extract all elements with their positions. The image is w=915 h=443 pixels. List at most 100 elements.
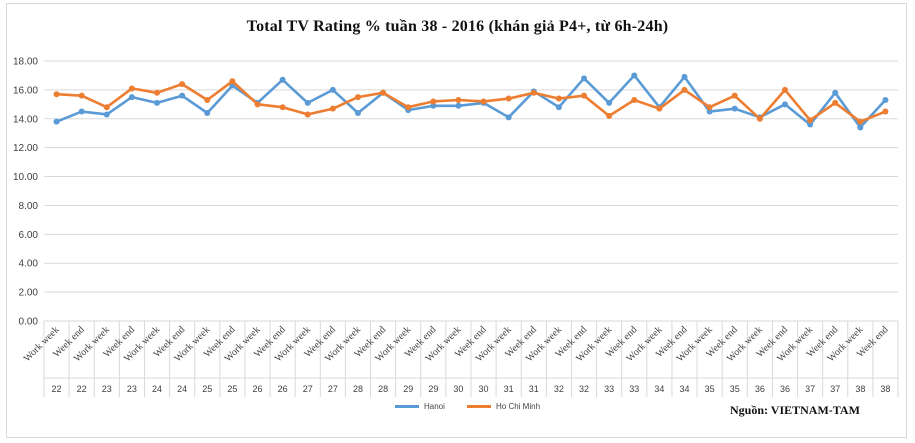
x-week-label: 26 bbox=[278, 384, 288, 394]
data-point bbox=[832, 99, 839, 106]
data-point bbox=[882, 108, 889, 115]
data-point bbox=[530, 89, 537, 96]
data-point bbox=[581, 92, 588, 99]
x-week-label: 34 bbox=[654, 384, 664, 394]
x-week-label: 34 bbox=[679, 384, 689, 394]
data-point bbox=[505, 95, 512, 102]
x-week-label: 33 bbox=[629, 384, 639, 394]
data-point bbox=[53, 91, 60, 98]
data-point bbox=[329, 105, 336, 112]
x-week-label: 37 bbox=[830, 384, 840, 394]
series-line-hanoi bbox=[56, 74, 887, 129]
x-week-label: 38 bbox=[880, 384, 890, 394]
data-point bbox=[731, 105, 738, 112]
data-point bbox=[455, 102, 462, 109]
data-point bbox=[606, 112, 613, 119]
legend-swatch-hanoi bbox=[395, 405, 419, 409]
data-point bbox=[254, 101, 261, 108]
y-tick-label: 12.00 bbox=[13, 143, 38, 154]
data-point bbox=[128, 85, 135, 92]
x-week-label: 22 bbox=[52, 384, 62, 394]
x-week-label: 26 bbox=[252, 384, 262, 394]
data-point bbox=[179, 92, 186, 99]
x-week-label: 32 bbox=[579, 384, 589, 394]
data-point bbox=[154, 99, 161, 106]
data-point bbox=[781, 86, 788, 93]
data-point bbox=[656, 105, 663, 112]
x-week-label: 22 bbox=[77, 384, 87, 394]
data-point bbox=[681, 86, 688, 93]
data-point bbox=[430, 102, 437, 109]
chart-title: Total TV Rating % tuần 38 - 2016 (khán g… bbox=[246, 18, 669, 35]
x-week-label: 27 bbox=[303, 384, 313, 394]
data-point bbox=[405, 104, 412, 111]
x-week-label: 28 bbox=[378, 384, 388, 394]
data-point bbox=[480, 98, 487, 105]
data-point bbox=[430, 98, 437, 105]
y-tick-label: 8.00 bbox=[19, 201, 39, 212]
data-point bbox=[706, 108, 713, 115]
data-point bbox=[807, 121, 814, 128]
x-week-label: 31 bbox=[504, 384, 514, 394]
data-point bbox=[128, 94, 135, 101]
data-point bbox=[229, 78, 236, 85]
x-week-label: 23 bbox=[127, 384, 137, 394]
x-week-label: 24 bbox=[177, 384, 187, 394]
data-point bbox=[631, 72, 638, 79]
y-tick-label: 14.00 bbox=[13, 114, 38, 125]
x-week-label: 36 bbox=[755, 384, 765, 394]
x-tick-label: Work week bbox=[22, 324, 62, 364]
data-point bbox=[204, 110, 211, 116]
x-week-label: 30 bbox=[453, 384, 463, 394]
data-point bbox=[581, 75, 588, 82]
data-point bbox=[78, 92, 85, 99]
x-week-label: 29 bbox=[428, 384, 438, 394]
data-point bbox=[631, 97, 638, 103]
x-week-label: 32 bbox=[554, 384, 564, 394]
data-point bbox=[354, 110, 361, 116]
y-tick-label: 2.00 bbox=[19, 288, 39, 299]
data-point bbox=[354, 94, 361, 101]
data-point bbox=[807, 117, 814, 124]
data-point bbox=[103, 111, 110, 118]
data-point bbox=[279, 104, 286, 111]
data-point bbox=[179, 81, 186, 88]
x-week-label: 25 bbox=[202, 384, 212, 394]
data-point bbox=[882, 97, 889, 103]
data-point bbox=[781, 101, 788, 108]
x-week-label: 38 bbox=[855, 384, 865, 394]
data-point bbox=[681, 73, 688, 80]
y-tick-label: 4.00 bbox=[19, 259, 39, 270]
legend-item-ho-chi-minh: Ho Chi Minh bbox=[467, 402, 540, 411]
x-week-label: 30 bbox=[479, 384, 489, 394]
data-point bbox=[505, 114, 512, 121]
x-week-label: 25 bbox=[227, 384, 237, 394]
y-tick-label: 10.00 bbox=[13, 172, 38, 183]
x-week-label: 24 bbox=[152, 384, 162, 394]
source-note: Nguồn: VIETNAM-TAM bbox=[730, 403, 860, 417]
data-point bbox=[731, 92, 738, 99]
data-point bbox=[857, 118, 864, 125]
y-tick-label: 16.00 bbox=[13, 85, 38, 96]
data-point bbox=[103, 104, 110, 111]
data-point bbox=[380, 89, 387, 96]
series-line-ho-chi-minh bbox=[56, 79, 886, 123]
y-tick-label: 6.00 bbox=[19, 230, 39, 241]
x-week-label: 35 bbox=[730, 384, 740, 394]
data-point bbox=[706, 104, 713, 111]
x-week-label: 33 bbox=[604, 384, 614, 394]
data-point bbox=[555, 104, 562, 111]
legend-label-hanoi: Hanoi bbox=[424, 402, 445, 411]
data-point bbox=[555, 95, 562, 102]
data-point bbox=[304, 99, 311, 106]
x-week-label: 35 bbox=[705, 384, 715, 394]
y-tick-label: 0.00 bbox=[19, 317, 39, 328]
data-point bbox=[857, 124, 864, 131]
data-point bbox=[154, 89, 161, 96]
legend-label-ho-chi-minh: Ho Chi Minh bbox=[496, 402, 541, 411]
x-week-label: 31 bbox=[529, 384, 539, 394]
data-point bbox=[832, 89, 839, 96]
legend-item-hanoi: Hanoi bbox=[395, 402, 445, 411]
data-point bbox=[756, 115, 763, 122]
